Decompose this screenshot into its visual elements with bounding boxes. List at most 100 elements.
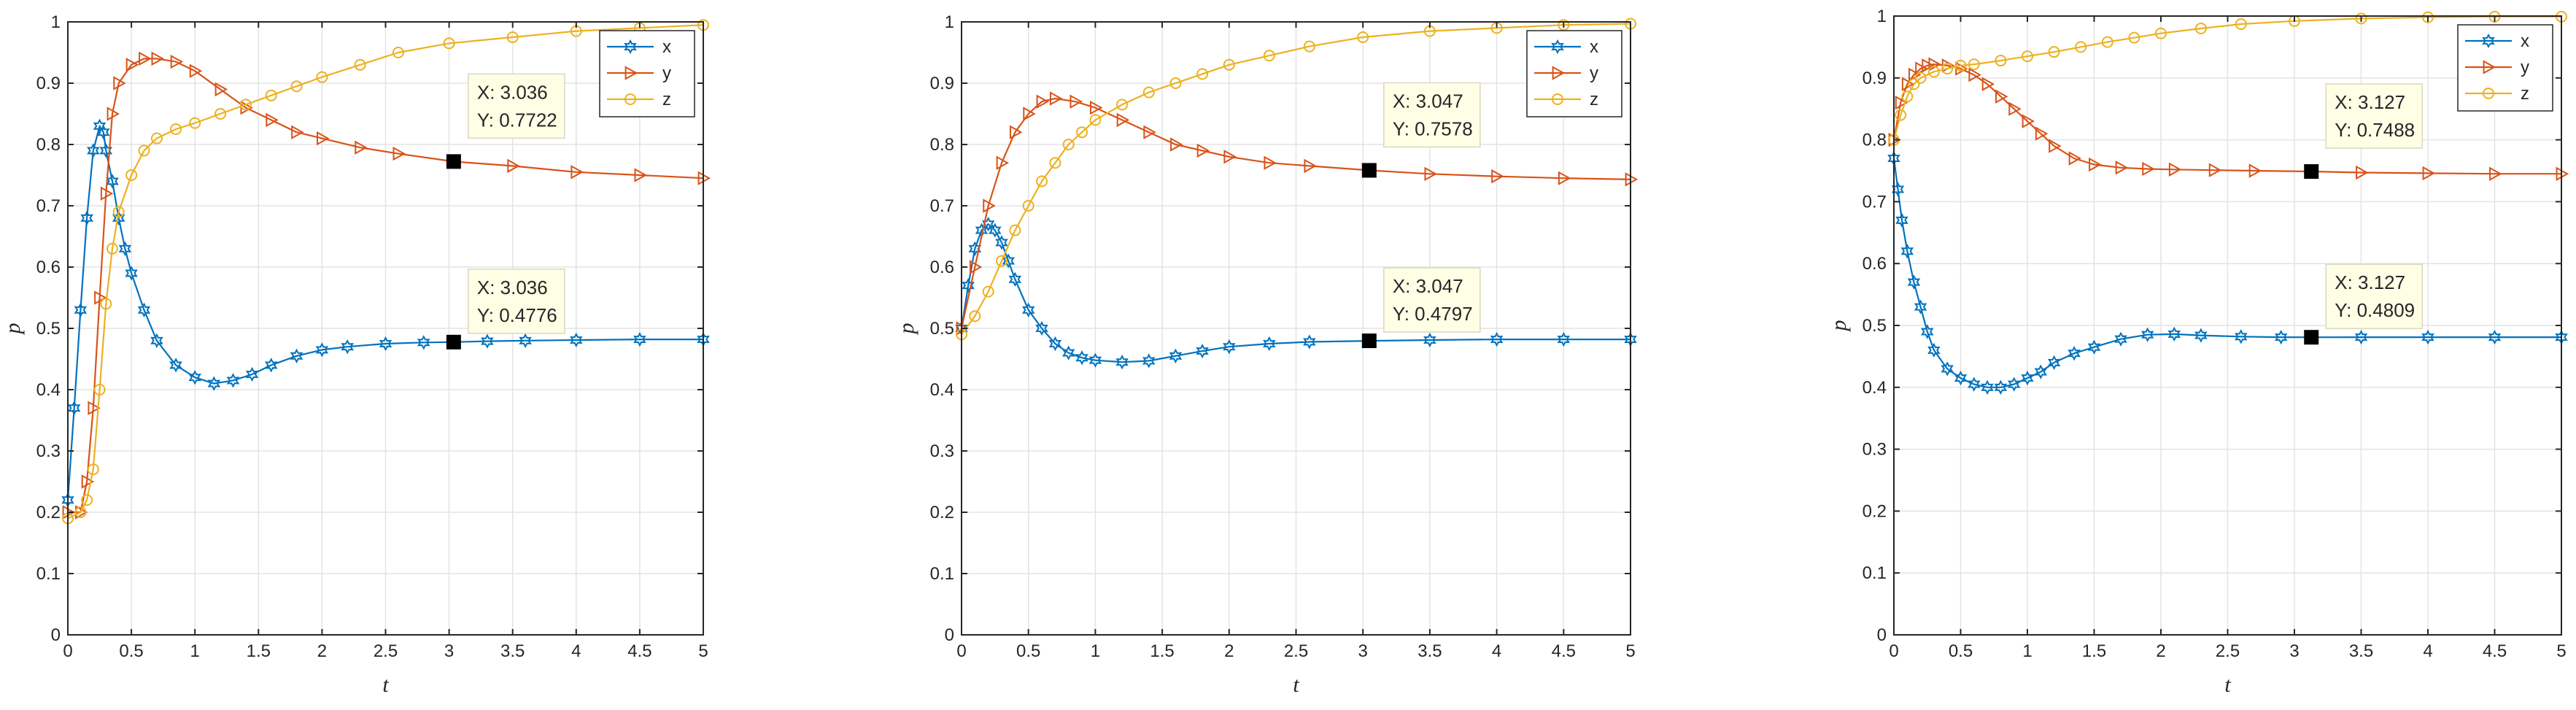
data-point-z bbox=[1223, 58, 1235, 71]
series-line-z bbox=[1892, 15, 2561, 140]
x-tick-label: 3 bbox=[1358, 641, 1368, 661]
data-point-z bbox=[2128, 31, 2140, 44]
datatip[interactable]: X: 3.127 Y: 0.7488 bbox=[2304, 83, 2423, 180]
data-point-z bbox=[2155, 27, 2167, 39]
data-point-y bbox=[2008, 101, 2022, 116]
data-point-x bbox=[1048, 336, 1062, 352]
chart-panel-2: 0 0.5 1 1.5 2 2.5 3 3.5 4 4.5 5 0 0.1 0.2 0.3 0.4 0.5 0.6… bbox=[894, 12, 1639, 697]
data-point-z bbox=[214, 108, 227, 120]
data-point-z bbox=[316, 71, 328, 83]
x-tick-label: 4 bbox=[2423, 641, 2432, 661]
data-point-x bbox=[2140, 327, 2154, 342]
data-point-x bbox=[2068, 346, 2081, 361]
data-point-y bbox=[2049, 139, 2062, 153]
data-point-z bbox=[112, 206, 125, 218]
data-point-y bbox=[2248, 163, 2262, 178]
data-point-x bbox=[1196, 343, 1209, 359]
data-point-x bbox=[417, 335, 430, 350]
y-tick-label: 0.3 bbox=[930, 441, 954, 461]
data-point-y bbox=[214, 82, 228, 97]
x-axis-label: t bbox=[1293, 673, 1299, 697]
datatip-x-text: X: 3.047 bbox=[1393, 275, 1463, 297]
y-tick-label: 1 bbox=[1877, 7, 1887, 26]
datatip-marker[interactable] bbox=[1361, 163, 1377, 178]
datatip-x-text: X: 3.127 bbox=[2335, 91, 2405, 113]
data-point-z bbox=[100, 298, 112, 310]
legend-label-z: z bbox=[662, 90, 671, 109]
data-point-z bbox=[2048, 46, 2060, 58]
y-tick-label: 0.8 bbox=[1863, 131, 1887, 150]
datatip[interactable]: X: 3.047 Y: 0.4797 bbox=[1361, 267, 1481, 349]
data-point-x bbox=[1263, 336, 1276, 352]
x-tick-label: 1.5 bbox=[2082, 641, 2106, 661]
data-point-x bbox=[1994, 379, 2008, 395]
x-tick-label: 1.5 bbox=[247, 641, 271, 661]
legend-label-x: x bbox=[1590, 37, 1598, 57]
x-tick-label: 1.5 bbox=[1150, 641, 1174, 661]
datatip[interactable]: X: 3.047 Y: 0.7578 bbox=[1361, 82, 1481, 178]
data-point-z bbox=[1036, 175, 1048, 188]
data-point-z bbox=[1908, 78, 1920, 90]
x-tick-label: 2.5 bbox=[374, 641, 398, 661]
data-point-x bbox=[112, 210, 125, 225]
data-point-x bbox=[2007, 377, 2021, 392]
data-point-x bbox=[1115, 355, 1129, 370]
data-point-z bbox=[1901, 90, 1914, 103]
x-tick-label: 2 bbox=[2156, 641, 2165, 661]
data-point-x bbox=[169, 358, 182, 373]
x-tick-label: 3 bbox=[444, 641, 454, 661]
data-point-z bbox=[189, 117, 201, 129]
data-point-x bbox=[1008, 271, 1022, 287]
data-point-x bbox=[1914, 299, 1927, 315]
data-point-z bbox=[106, 242, 118, 255]
x-tick-label: 5 bbox=[1625, 641, 1635, 661]
datatip-marker[interactable] bbox=[1361, 333, 1377, 349]
data-point-z bbox=[1169, 77, 1182, 89]
legend: xyz bbox=[599, 30, 695, 117]
data-point-x bbox=[125, 266, 138, 281]
y-tick-label: 0.1 bbox=[930, 564, 954, 584]
data-point-y bbox=[1170, 137, 1183, 152]
series-line-y bbox=[960, 97, 1631, 329]
x-tick-label: 0 bbox=[1889, 641, 1898, 661]
data-point-y bbox=[1090, 100, 1103, 115]
data-point-x bbox=[2488, 329, 2502, 345]
datatip-y-text: Y: 0.7488 bbox=[2335, 119, 2415, 141]
x-tick-label: 2.5 bbox=[2216, 641, 2240, 661]
data-point-z bbox=[1995, 55, 2007, 67]
datatip[interactable]: X: 3.036 Y: 0.7722 bbox=[446, 73, 565, 169]
data-point-z bbox=[354, 58, 366, 71]
data-point-x bbox=[1169, 348, 1183, 363]
datatip-marker[interactable] bbox=[446, 154, 461, 169]
datatip[interactable]: X: 3.036 Y: 0.4776 bbox=[446, 269, 565, 350]
y-tick-label: 0.7 bbox=[36, 196, 61, 216]
datatip[interactable]: X: 3.127 Y: 0.4809 bbox=[2304, 263, 2423, 345]
x-tick-label: 4.5 bbox=[627, 641, 651, 661]
datatip-x-text: X: 3.127 bbox=[2335, 271, 2405, 293]
datatip-y-text: Y: 0.4776 bbox=[477, 304, 557, 326]
data-point-z bbox=[1895, 109, 1907, 121]
y-tick-label: 0.4 bbox=[36, 380, 61, 400]
data-point-x bbox=[519, 333, 532, 348]
legend-marker-x bbox=[624, 39, 637, 55]
datatip-marker[interactable] bbox=[446, 334, 461, 350]
data-point-x bbox=[2235, 329, 2248, 344]
x-tick-label: 4.5 bbox=[1552, 641, 1576, 661]
data-point-x bbox=[1907, 274, 1921, 290]
x-axis-label: t bbox=[2224, 673, 2231, 697]
data-point-y bbox=[2068, 151, 2082, 166]
data-point-x bbox=[188, 370, 201, 385]
y-tick-label: 0.6 bbox=[36, 258, 61, 277]
datatip-marker[interactable] bbox=[2304, 330, 2319, 345]
y-tick-label: 0.9 bbox=[36, 74, 61, 93]
y-tick-label: 0.1 bbox=[1863, 563, 1887, 583]
legend-marker-y bbox=[1552, 66, 1566, 80]
y-tick-label: 0 bbox=[51, 625, 61, 645]
y-tick-label: 0.9 bbox=[930, 74, 954, 93]
data-point-y bbox=[1424, 166, 1437, 182]
legend-label-y: y bbox=[1590, 63, 1598, 83]
data-point-x bbox=[341, 339, 355, 355]
legend-label-y: y bbox=[2521, 58, 2529, 77]
chart-panel-3: 0 0.5 1 1.5 2 2.5 3 3.5 4 4.5 5 0 0.1 0.2 0.3 0.4 0.5 0.6… bbox=[1827, 7, 2569, 697]
datatip-marker[interactable] bbox=[2304, 164, 2319, 180]
